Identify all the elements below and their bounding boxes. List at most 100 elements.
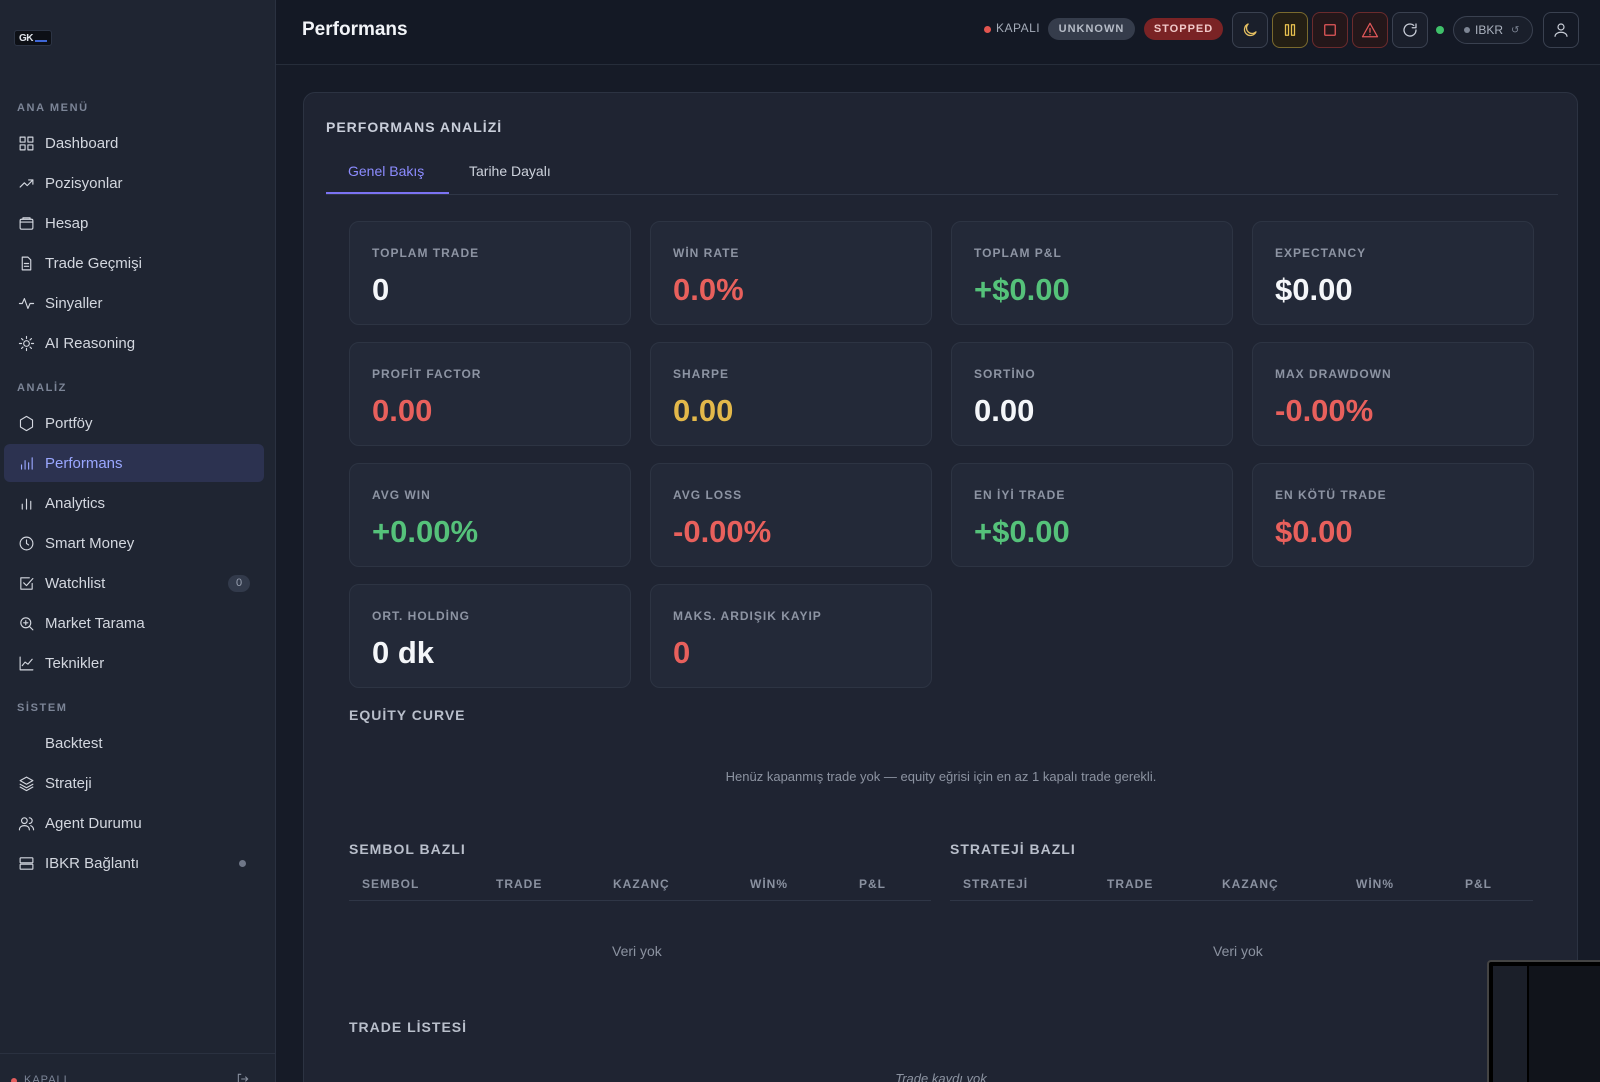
sidebar-item-label: Trade Geçmişi	[45, 254, 142, 272]
metric-card-avg-loss: AVG LOSS -0.00%	[650, 463, 932, 567]
tab-bar: Genel Bakış Tarihe Dayalı	[326, 155, 1558, 195]
sidebar-item-portfoy[interactable]: Portföy	[4, 404, 264, 442]
sidebar-item-pozisyonlar[interactable]: Pozisyonlar	[4, 164, 264, 202]
panel-title: PERFORMANS ANALİZİ	[326, 119, 503, 135]
sidebar-item-label: Dashboard	[45, 134, 119, 152]
metric-label: EN İYİ TRADE	[974, 488, 1066, 502]
metric-value: +$0.00	[974, 272, 1070, 307]
sidebar-item-ai-reasoning[interactable]: AI Reasoning	[4, 324, 264, 362]
metric-card-max-drawdown: MAX DRAWDOWN -0.00%	[1252, 342, 1534, 446]
page-title: Performans	[302, 19, 408, 40]
metric-label: SORTİNO	[974, 367, 1036, 381]
tab-genel-bakis[interactable]: Genel Bakış	[348, 163, 425, 179]
tab-tarihe-dayali[interactable]: Tarihe Dayalı	[469, 163, 551, 179]
column-header[interactable]: KAZANÇ	[613, 877, 670, 891]
sidebar-item-analytics[interactable]: Analytics	[4, 484, 264, 522]
column-header[interactable]: P&L	[859, 877, 886, 891]
grid-icon	[17, 134, 35, 152]
section-label-analysis: ANALİZ	[17, 382, 67, 394]
metric-label: WİN RATE	[673, 246, 740, 260]
stop-button[interactable]	[1312, 12, 1348, 48]
sidebar-item-dashboard[interactable]: Dashboard	[4, 124, 264, 162]
theme-toggle-button[interactable]	[1232, 12, 1268, 48]
sidebar-item-label: Sinyaller	[45, 294, 103, 312]
sidebar-item-hesap[interactable]: Hesap	[4, 204, 264, 242]
sidebar: GK ANA MENÜ Dashboard Pozisyonlar Hesap …	[0, 0, 276, 1082]
watchlist-count-badge: 0	[228, 575, 250, 592]
column-header[interactable]: WİN%	[750, 877, 788, 891]
zoom-icon	[17, 614, 35, 632]
user-menu-button[interactable]	[1543, 12, 1579, 48]
sidebar-status-label: KAPALI	[24, 1074, 68, 1082]
equity-empty-message: Henüz kapanmış trade yok — equity eğrisi…	[725, 769, 1157, 784]
sidebar-item-ibkr-baglanti[interactable]: IBKR Bağlantı	[4, 844, 264, 882]
column-header[interactable]: KAZANÇ	[1222, 877, 1279, 891]
ibkr-connection-button[interactable]: IBKR ↺	[1453, 16, 1533, 44]
metric-card-sortino: SORTİNO 0.00	[951, 342, 1233, 446]
sidebar-item-label: Backtest	[45, 734, 103, 752]
sidebar-item-label: Watchlist	[45, 574, 106, 592]
sidebar-item-watchlist[interactable]: Watchlist 0	[4, 564, 264, 602]
layers-icon	[17, 774, 35, 792]
sidebar-item-market-tarama[interactable]: Market Tarama	[4, 604, 264, 642]
section-label-main: ANA MENÜ	[17, 102, 89, 114]
sidebar-item-label: Hesap	[45, 214, 89, 232]
metric-card-en-iyi-trade: EN İYİ TRADE +$0.00	[951, 463, 1233, 567]
sidebar-item-smart-money[interactable]: Smart Money	[4, 524, 264, 562]
metric-card-ort-holding: ORT. HOLDİNG 0 dk	[349, 584, 631, 688]
sidebar-item-strateji[interactable]: Strateji	[4, 764, 264, 802]
metric-value: +$0.00	[974, 514, 1070, 549]
metric-label: MAKS. ARDIŞIK KAYIP	[673, 609, 822, 623]
metric-card-win-rate: WİN RATE 0.0%	[650, 221, 932, 325]
column-header[interactable]: TRADE	[496, 877, 543, 891]
sidebar-item-label: Pozisyonlar	[45, 174, 123, 192]
metric-label: SHARPE	[673, 367, 730, 381]
symbol-table-empty: Veri yok	[612, 943, 662, 959]
column-header[interactable]: P&L	[1465, 877, 1492, 891]
sidebar-item-label: Agent Durumu	[45, 814, 142, 832]
sun-icon	[17, 334, 35, 352]
metric-label: TOPLAM TRADE	[372, 246, 480, 260]
server-icon	[17, 854, 35, 872]
sidebar-item-label: Smart Money	[45, 534, 135, 552]
column-header[interactable]: WİN%	[1356, 877, 1394, 891]
trade-list-title: TRADE LİSTESİ	[349, 1019, 468, 1035]
symbol-table-header: SEMBOL TRADE KAZANÇ WİN% P&L	[349, 865, 931, 901]
stop-icon	[1324, 24, 1336, 36]
metric-value: +0.00%	[372, 514, 479, 549]
metric-value: 0 dk	[372, 635, 435, 670]
sidebar-item-backtest[interactable]: Backtest	[4, 724, 264, 762]
sidebar-item-sinyaller[interactable]: Sinyaller	[4, 284, 264, 322]
metric-card-profit-factor: PROFİT FACTOR 0.00	[349, 342, 631, 446]
metric-value: 0.00	[673, 393, 734, 428]
ibkr-status-dot	[239, 860, 246, 867]
sidebar-item-label: Teknikler	[45, 654, 105, 672]
column-header[interactable]: STRATEJİ	[963, 877, 1029, 891]
metric-label: MAX DRAWDOWN	[1275, 367, 1392, 381]
sidebar-item-agent-durumu[interactable]: Agent Durumu	[4, 804, 264, 842]
sidebar-item-label: Market Tarama	[45, 614, 145, 632]
moon-icon	[1243, 23, 1257, 37]
logo[interactable]: GK	[14, 30, 52, 46]
status-dot	[11, 1078, 17, 1082]
metric-value: -0.00%	[1275, 393, 1374, 428]
sidebar-item-performans[interactable]: Performans	[4, 444, 264, 482]
reconnect-icon: ↺	[1511, 24, 1520, 36]
strategy-table-empty: Veri yok	[1213, 943, 1263, 959]
metric-card-maks-ardisik-kayip: MAKS. ARDIŞIK KAYIP 0	[650, 584, 932, 688]
performance-panel: PERFORMANS ANALİZİ Genel Bakış Tarihe Da…	[303, 92, 1578, 1082]
pause-button[interactable]	[1272, 12, 1308, 48]
sidebar-item-trade-gecmisi[interactable]: Trade Geçmişi	[4, 244, 264, 282]
sidebar-footer: KAPALI	[0, 1053, 276, 1082]
logout-icon[interactable]	[236, 1072, 250, 1082]
refresh-button[interactable]	[1392, 12, 1428, 48]
bar-chart-icon	[17, 494, 35, 512]
screenshot-thumbnail[interactable]	[1487, 960, 1600, 1082]
sidebar-item-teknikler[interactable]: Teknikler	[4, 644, 264, 682]
column-header[interactable]: SEMBOL	[362, 877, 420, 891]
emergency-button[interactable]	[1352, 12, 1388, 48]
column-header[interactable]: TRADE	[1107, 877, 1154, 891]
equity-curve-title: EQUİTY CURVE	[349, 707, 466, 723]
sidebar-item-label: Strateji	[45, 774, 92, 792]
